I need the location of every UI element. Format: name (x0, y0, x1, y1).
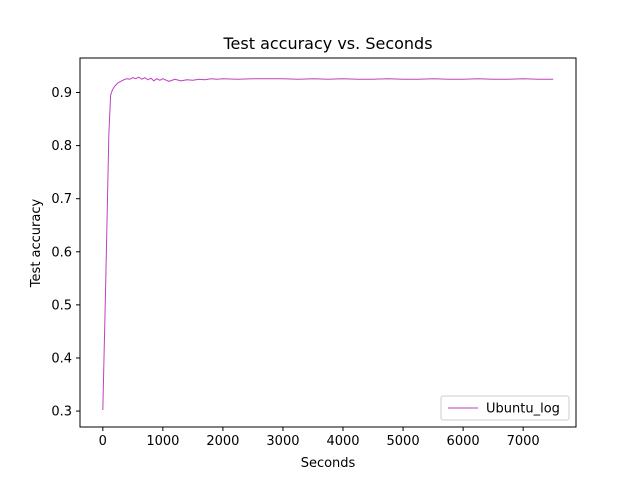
x-tick-label: 4000 (326, 434, 359, 449)
x-tick-label: 7000 (507, 434, 540, 449)
x-axis-label: Seconds (301, 456, 356, 471)
y-axis-label: Test accuracy (29, 199, 44, 289)
legend-label: Ubuntu_log (486, 402, 560, 417)
y-tick-label: 0.4 (51, 351, 72, 366)
plot-area: 0 1000 2000 3000 4000 5000 6000 7000 0.3 0.4 0.5 0.… (51, 57, 577, 449)
legend-box (440, 395, 570, 421)
chart-title: Test accuracy vs. Seconds (222, 34, 432, 53)
x-tick-label: 6000 (447, 434, 480, 449)
x-tick-label: 2000 (206, 434, 239, 449)
y-tick-label: 0.5 (51, 298, 72, 313)
x-tick-label: 1000 (146, 434, 179, 449)
y-tick-label: 0.6 (51, 245, 72, 260)
x-tick-label: 5000 (387, 434, 420, 449)
y-tick-label: 0.8 (51, 139, 72, 154)
y-tick-label: 0.7 (51, 192, 72, 207)
series-line-Ubuntu_log (102, 76, 554, 411)
x-tick-label: 3000 (266, 434, 299, 449)
y-tick-label: 0.3 (51, 405, 72, 420)
x-tick-label: 0 (99, 434, 107, 449)
plot-frame (79, 57, 577, 428)
y-tick-label: 0.9 (51, 86, 72, 101)
